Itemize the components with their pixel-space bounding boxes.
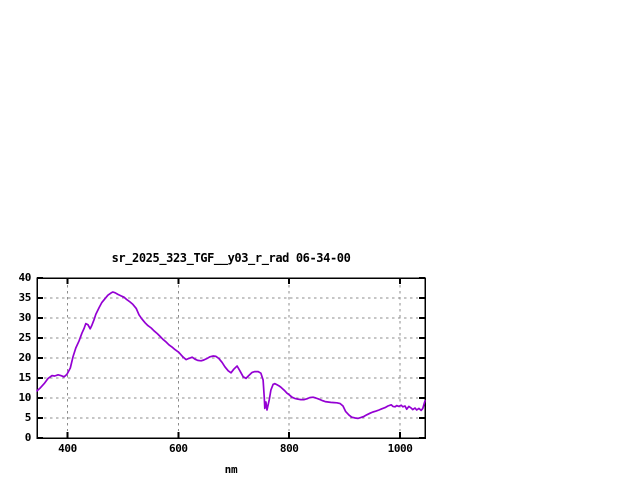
plot-frame <box>36 277 426 439</box>
x-tick-label: 1000 <box>387 442 413 455</box>
x-axis-label: nm <box>224 463 238 476</box>
chart-title: sr_2025_323_TGF__y03_r_rad 06-34-00 <box>111 251 351 265</box>
x-tick-label: 800 <box>279 442 299 455</box>
x-tick-label: 600 <box>168 442 188 455</box>
y-tick-label: 0 <box>24 431 32 444</box>
y-tick-label: 5 <box>24 411 32 424</box>
spectrum-line <box>36 291 426 420</box>
y-tick-label: 25 <box>18 331 32 344</box>
y-tick-label: 30 <box>18 311 32 324</box>
y-tick-label: 20 <box>18 351 32 364</box>
y-tick-label: 10 <box>18 391 32 404</box>
x-tick-label: 400 <box>58 442 77 455</box>
y-tick-label: 35 <box>18 291 32 304</box>
y-tick-label: 15 <box>18 371 32 384</box>
y-tick-label: 40 <box>18 271 32 284</box>
